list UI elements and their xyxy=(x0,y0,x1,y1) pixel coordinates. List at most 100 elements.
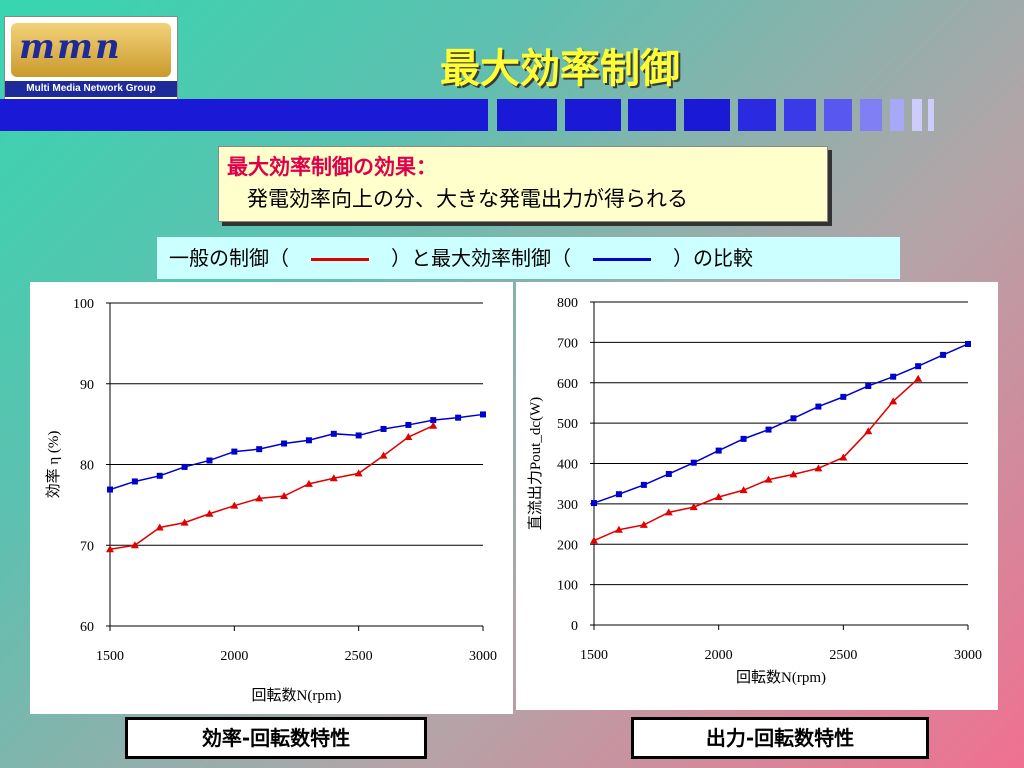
efficiency-x-tick-label: 2000 xyxy=(220,649,248,664)
efficiency-series-point-0 xyxy=(405,421,412,428)
output-series-point-1 xyxy=(864,427,873,435)
efficiency-x-tick-label: 1500 xyxy=(96,649,124,664)
output-series-point-0 xyxy=(615,491,622,498)
output-series-point-1 xyxy=(814,464,823,472)
efficiency-series-point-0 xyxy=(305,437,312,444)
efficiency-series-point-1 xyxy=(379,451,388,459)
general-control-line-swatch xyxy=(311,258,369,261)
logo-mark: mmn xyxy=(11,23,171,77)
output-y-tick-label: 100 xyxy=(557,579,578,594)
efficiency-series-point-0 xyxy=(231,448,238,455)
efficiency-series-point-1 xyxy=(354,469,363,477)
output-series-point-1 xyxy=(639,520,648,528)
efficiency-series-point-0 xyxy=(380,425,387,432)
output-y-tick-label: 0 xyxy=(571,619,578,634)
band-block xyxy=(565,99,621,131)
header-band xyxy=(0,99,1024,131)
band-block xyxy=(684,99,730,131)
output-series-point-0 xyxy=(815,403,822,410)
efficiency-series-point-0 xyxy=(355,432,362,439)
efficiency-series-point-1 xyxy=(130,541,139,549)
efficiency-chart-panel: 60 70 80 90 100 1500 2000 2500 3000 回転数N(rpm) 効率 η… xyxy=(30,282,513,714)
efficiency-x-tick-label: 3000 xyxy=(469,649,497,664)
efficiency-series-point-0 xyxy=(455,414,462,421)
output-series-point-0 xyxy=(640,481,647,488)
output-x-tick-label: 3000 xyxy=(954,648,982,663)
efficiency-x-tick-label: 2500 xyxy=(345,649,373,664)
logo-caption: Multi Media Network Group xyxy=(5,81,177,97)
band-block xyxy=(860,99,882,131)
comparison-label: 一般の制御（ ）と最大効率制御（ ）の比較 xyxy=(157,237,900,279)
band-block xyxy=(784,99,816,131)
efficiency-series-point-0 xyxy=(206,457,213,464)
effect-body: 発電効率向上の分、大きな発電出力が得られる xyxy=(247,187,688,211)
output-series-point-0 xyxy=(915,363,922,370)
output-y-axis-label: 直流出力Pout_dc(W) xyxy=(527,397,544,530)
output-series-point-1 xyxy=(664,508,673,516)
efficiency-y-axis-label: 効率 η (%) xyxy=(45,431,62,499)
output-series-point-0 xyxy=(790,415,797,422)
output-chart-panel: 0 100 200 300 400 500 600 700 800 1500 2000 2500 300… xyxy=(516,282,998,710)
output-series-point-0 xyxy=(690,459,697,466)
band-block xyxy=(738,99,776,131)
output-y-tick-label: 800 xyxy=(557,296,578,311)
band-block xyxy=(628,99,676,131)
band-block xyxy=(890,99,904,131)
output-y-tick-label: 500 xyxy=(557,417,578,432)
efficiency-chart: 60 70 80 90 100 1500 2000 2500 3000 回転数N(rpm) 効率 η… xyxy=(45,297,497,704)
output-series-point-1 xyxy=(789,470,798,478)
output-series-point-0 xyxy=(740,435,747,442)
efficiency-series-point-1 xyxy=(404,433,413,441)
efficiency-series-point-1 xyxy=(230,501,239,509)
efficiency-series-point-1 xyxy=(106,545,114,553)
output-series-point-1 xyxy=(714,493,723,501)
efficiency-series-point-0 xyxy=(281,440,288,447)
output-series-point-1 xyxy=(889,397,898,405)
output-series-point-1 xyxy=(689,503,698,511)
efficiency-series-point-0 xyxy=(181,463,188,470)
efficiency-series-point-0 xyxy=(107,486,113,493)
output-series-point-1 xyxy=(839,453,848,461)
efficiency-series-point-1 xyxy=(280,491,289,499)
output-x-axis-label: 回転数N(rpm) xyxy=(736,669,826,686)
efficiency-y-tick-label: 90 xyxy=(80,378,94,393)
effect-heading: 最大効率制御の効果： xyxy=(227,155,437,179)
efficiency-y-tick-label: 80 xyxy=(80,459,94,474)
output-y-tick-label: 300 xyxy=(557,498,578,513)
comparison-prefix: 一般の制御（ xyxy=(169,246,289,270)
efficiency-series-line-1 xyxy=(109,425,434,551)
output-series-point-0 xyxy=(890,373,897,380)
output-series-point-0 xyxy=(591,500,597,507)
output-y-tick-label: 200 xyxy=(557,538,578,553)
efficiency-series-point-1 xyxy=(205,509,214,517)
output-series-line-1 xyxy=(593,378,919,542)
output-x-tick-label: 2000 xyxy=(705,648,733,663)
output-y-tick-label: 700 xyxy=(557,336,578,351)
output-series-point-0 xyxy=(665,470,672,477)
efficiency-series-point-1 xyxy=(304,479,313,487)
output-series-point-0 xyxy=(940,351,947,358)
output-series-point-0 xyxy=(865,382,872,389)
output-y-tick-label: 600 xyxy=(557,377,578,392)
efficiency-series-point-0 xyxy=(330,430,337,437)
band-block xyxy=(928,99,934,131)
band-block xyxy=(912,99,922,131)
logo-mark-text: mmn xyxy=(19,27,122,67)
efficiency-series-point-1 xyxy=(429,421,438,429)
efficiency-x-axis-label: 回転数N(rpm) xyxy=(252,687,342,704)
efficiency-series-point-1 xyxy=(329,474,338,482)
output-chart: 0 100 200 300 400 500 600 700 800 1500 2000 2500 300… xyxy=(527,296,982,686)
comparison-suffix: ）の比較 xyxy=(673,246,753,270)
band-block xyxy=(497,99,557,131)
comparison-middle: ）と最大効率制御（ xyxy=(391,246,571,270)
efficiency-series-point-0 xyxy=(256,446,263,453)
efficiency-series-point-1 xyxy=(155,523,164,531)
max-efficiency-line-swatch xyxy=(593,258,651,261)
efficiency-series-point-0 xyxy=(480,411,486,418)
output-series-point-0 xyxy=(965,340,971,347)
band-bar xyxy=(0,99,488,131)
output-series-point-1 xyxy=(764,475,773,483)
efficiency-series-point-1 xyxy=(180,518,189,526)
efficiency-series-point-1 xyxy=(255,494,264,502)
output-caption: 出力-回転数特性 xyxy=(631,717,929,759)
